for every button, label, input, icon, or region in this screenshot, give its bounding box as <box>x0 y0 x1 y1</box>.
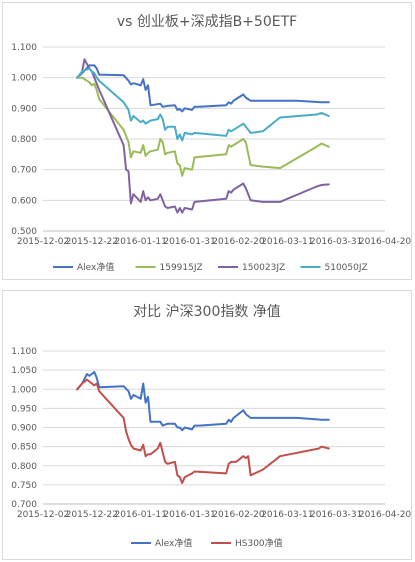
legend-label-3: 510050JZ <box>325 263 368 273</box>
x-tick-label: 2016-01-31 <box>163 510 215 520</box>
x-tick-label: 2015-12-02 <box>17 237 69 247</box>
y-tick-label: 0.700 <box>11 500 37 510</box>
series-line-2 <box>76 58 330 214</box>
series-line-3 <box>76 67 330 142</box>
y-tick-label: 0.600 <box>11 196 37 206</box>
x-tick-label: 2016-03-31 <box>310 237 362 247</box>
chart-title-top: vs 创业板+深成指B+50ETF <box>116 14 298 30</box>
y-tick-label: 1.100 <box>11 347 37 357</box>
x-tick-label: 2015-12-22 <box>66 510 118 520</box>
y-tick-label: 0.700 <box>11 166 37 176</box>
y-tick-label: 1.000 <box>11 74 37 84</box>
series-line-1 <box>76 76 330 177</box>
legend-label-2: 150023JZ <box>242 263 285 273</box>
y-tick-label: 0.750 <box>11 481 37 491</box>
chart-title-bottom: 对比 沪深300指数 净值 <box>133 304 281 320</box>
series-line-0 <box>76 371 330 432</box>
line-chart-bottom: 0.700 0.750 0.800 0.850 0.900 0.950 1.000 1.050… <box>11 347 411 549</box>
series-line-0 <box>76 64 330 113</box>
x-tick-label: 2015-12-22 <box>66 237 118 247</box>
x-tick-label: 2016-04-20 <box>359 510 411 520</box>
x-tick-label: 2016-01-11 <box>115 237 167 247</box>
x-tick-label: 2016-02-20 <box>212 237 265 247</box>
y-tick-label: 0.850 <box>11 443 37 453</box>
y-tick-label: 0.800 <box>11 462 37 472</box>
legend-label-1: HS300净值 <box>235 537 283 549</box>
x-tick-label: 2016-01-31 <box>163 237 215 247</box>
y-tick-label: 0.900 <box>11 424 37 434</box>
y-tick-label: 0.500 <box>11 227 37 237</box>
series-line-1 <box>76 378 330 484</box>
x-tick-label: 2016-03-11 <box>261 237 313 247</box>
x-tick-label: 2016-01-11 <box>115 510 167 520</box>
legend-label-0: Alex净值 <box>77 261 114 273</box>
x-tick-label: 2016-03-31 <box>310 510 362 520</box>
chart-panel-bottom: 对比 沪深300指数 净值 0.700 0.750 0.800 0.850 0.900 0… <box>2 290 412 560</box>
y-tick-label: 1.050 <box>11 366 37 376</box>
legend-label-0: Alex净值 <box>155 537 192 549</box>
x-tick-label: 2016-02-20 <box>212 510 265 520</box>
legend-label-1: 159915JZ <box>160 263 203 273</box>
y-tick-label: 1.100 <box>11 43 37 53</box>
y-tick-label: 0.950 <box>11 404 37 414</box>
chart-panel-top: vs 创业板+深成指B+50ETF 0.500 0.600 0.700 0.800 0.… <box>2 2 412 280</box>
x-tick-label: 2016-03-11 <box>261 510 313 520</box>
x-tick-label: 2015-12-02 <box>17 510 69 520</box>
y-tick-label: 0.900 <box>11 104 37 114</box>
y-tick-label: 0.800 <box>11 135 37 145</box>
x-tick-label: 2016-04-20 <box>359 237 411 247</box>
y-tick-label: 1.000 <box>11 385 37 395</box>
line-chart-top: 0.500 0.600 0.700 0.800 0.900 1.000 1.100 2015-… <box>11 43 411 273</box>
